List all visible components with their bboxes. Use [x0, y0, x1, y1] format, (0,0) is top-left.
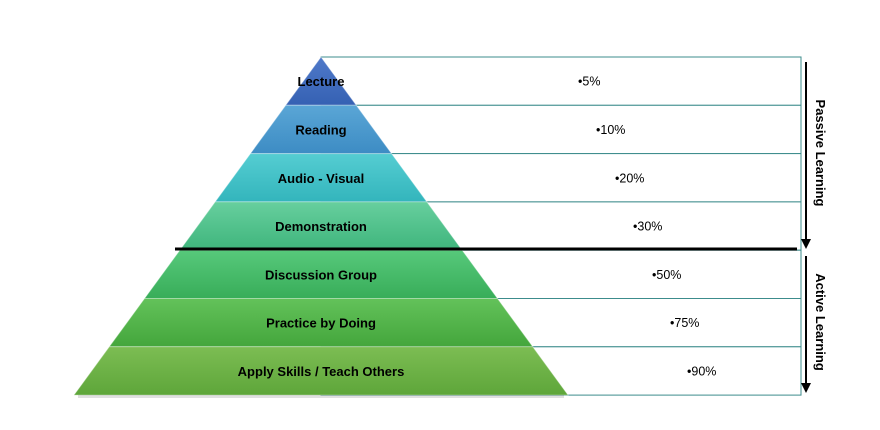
- percent-row: [320, 104, 802, 155]
- percent-value: •30%: [633, 220, 662, 234]
- percent-value: •5%: [578, 75, 600, 89]
- active-learning-indicator: Active Learning: [801, 256, 828, 393]
- pyramid-shadow: [78, 395, 564, 398]
- pyramid-layer-label: Lecture: [298, 74, 345, 89]
- percent-value: •90%: [687, 364, 716, 378]
- percent-value: •10%: [596, 123, 625, 137]
- pyramid-layer-label: Reading: [295, 122, 346, 137]
- pyramid-layer-label: Discussion Group: [265, 267, 377, 282]
- percent-row: [320, 56, 802, 106]
- percent-value: •50%: [652, 268, 681, 282]
- active-arrowhead: [801, 383, 811, 393]
- percent-value: •20%: [615, 171, 644, 185]
- pyramid-layer-label: Audio - Visual: [278, 171, 364, 186]
- pyramid-layer-label: Apply Skills / Teach Others: [238, 364, 405, 379]
- pyramid: Lecture Reading Audio - Visual Demonstratio…: [72, 56, 570, 398]
- passive-arrowhead: [801, 239, 811, 249]
- passive-learning-label: Passive Learning: [813, 100, 828, 207]
- pyramid-layer-label: Demonstration: [275, 219, 367, 234]
- passive-learning-indicator: Passive Learning: [801, 62, 828, 249]
- percent-value: •75%: [670, 316, 699, 330]
- pyramid-layer-label: Practice by Doing: [266, 316, 376, 331]
- pyramid-layer: [72, 346, 570, 396]
- active-learning-label: Active Learning: [813, 273, 828, 371]
